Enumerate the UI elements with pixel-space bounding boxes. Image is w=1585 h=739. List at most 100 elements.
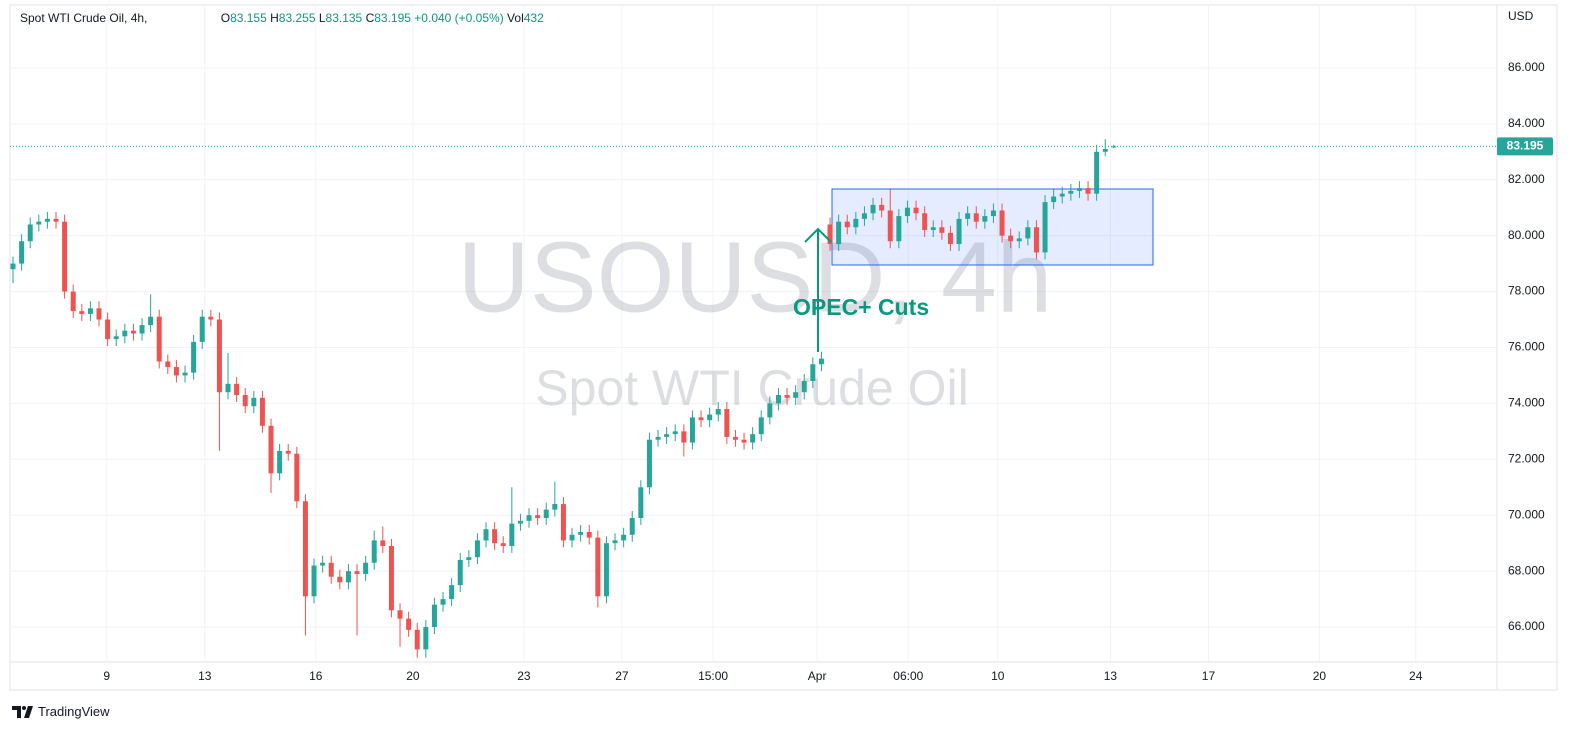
candle-body	[414, 629, 420, 650]
y-tick-label: 76.000	[1508, 340, 1545, 354]
candle-body	[887, 210, 893, 242]
candle-body	[621, 534, 627, 541]
candle-body	[492, 529, 498, 544]
x-tick-label: 17	[1202, 669, 1216, 683]
candle-body	[423, 627, 429, 650]
y-tick-label: 72.000	[1508, 451, 1545, 465]
x-tick-label: 13	[1104, 669, 1118, 683]
candle-body	[294, 453, 300, 502]
candle-body	[818, 358, 824, 365]
candle-body	[896, 216, 902, 242]
y-tick-label: 84.000	[1508, 116, 1545, 130]
candle-body	[268, 425, 274, 474]
candle-body	[199, 316, 205, 342]
candle-body	[638, 487, 644, 519]
candle-body	[509, 523, 515, 546]
candle-body	[586, 531, 592, 538]
candle-body	[139, 325, 145, 334]
candle-body	[578, 531, 584, 535]
candle-body	[216, 319, 222, 393]
candle-body	[345, 571, 351, 583]
candle-body	[474, 540, 480, 558]
candle-body	[225, 383, 231, 393]
candle-body	[87, 308, 93, 314]
candle-body	[363, 562, 369, 574]
volume-value: 432	[523, 11, 544, 25]
candle-body	[285, 450, 291, 454]
candle-body	[947, 232, 953, 245]
candle-body	[44, 218, 50, 222]
candle-body	[165, 361, 171, 368]
candle-body	[1102, 148, 1108, 152]
x-tick-label: 13	[198, 669, 212, 683]
candle-body	[500, 543, 506, 546]
candle-body	[724, 408, 730, 437]
annotation-arrow	[804, 227, 832, 352]
x-tick-label: Apr	[808, 669, 827, 683]
candle-body	[844, 221, 850, 228]
candle-body	[1068, 190, 1074, 194]
candle-body	[173, 367, 179, 376]
candle-body	[939, 227, 945, 233]
candle-body	[758, 417, 764, 435]
x-tick-label: 9	[103, 669, 110, 683]
candle-body	[449, 585, 455, 600]
candle-body	[130, 330, 136, 334]
candle-body	[853, 218, 859, 228]
candle-body	[320, 562, 326, 566]
candle-body	[560, 504, 566, 541]
candle-body	[517, 520, 523, 524]
x-tick-label: 20	[406, 669, 420, 683]
y-tick-label: 80.000	[1508, 228, 1545, 242]
candle-body	[431, 604, 437, 628]
candle-body	[775, 395, 781, 404]
candle-body	[191, 341, 197, 373]
candle-body	[70, 291, 76, 312]
high-value: 83.255	[278, 11, 316, 25]
candle-body	[793, 392, 799, 398]
candle-body	[1033, 227, 1039, 253]
candle-body	[251, 397, 257, 407]
candle-body	[930, 227, 936, 231]
candle-body	[732, 436, 738, 440]
candle-body	[1016, 238, 1022, 242]
candle-body	[904, 207, 910, 217]
low-label: L	[318, 11, 326, 25]
candle-body	[380, 540, 386, 546]
candle-body	[569, 534, 575, 541]
x-tick-label: 06:00	[893, 669, 923, 683]
candle-body	[836, 221, 842, 245]
candle-body	[956, 218, 962, 245]
high-label: H	[270, 11, 279, 25]
candle-body	[105, 319, 111, 340]
candle-body	[664, 434, 670, 437]
candle-body	[36, 221, 42, 225]
y-tick-label: 82.000	[1508, 172, 1545, 186]
candle-body	[681, 431, 687, 443]
close-value: 83.195	[374, 11, 411, 25]
candle-body	[784, 395, 790, 398]
candle-body	[79, 311, 85, 314]
candle-body	[1111, 146, 1117, 148]
y-tick-label: 74.000	[1508, 396, 1545, 410]
candle-body	[371, 540, 377, 563]
candle-body	[672, 431, 678, 435]
candle-body	[603, 543, 609, 597]
candle-body	[801, 381, 807, 393]
candles	[10, 139, 1117, 658]
x-tick-label: 24	[1409, 669, 1423, 683]
candle-body	[388, 545, 394, 611]
candle-body	[27, 224, 33, 242]
watermark-title: USOUSD, 4h	[458, 221, 1053, 333]
candle-body	[543, 509, 549, 519]
axes: 66.000 68.000 70.000 72.000 74.000 76.000 78.0…	[103, 60, 1553, 683]
x-tick-label: 16	[309, 669, 323, 683]
candle-body	[982, 216, 988, 222]
candle-body	[1076, 188, 1082, 191]
candle-body	[973, 213, 979, 222]
candle-body	[629, 518, 635, 535]
candle-body	[999, 210, 1005, 236]
candle-body	[19, 241, 25, 264]
x-tick-label: 20	[1313, 669, 1327, 683]
